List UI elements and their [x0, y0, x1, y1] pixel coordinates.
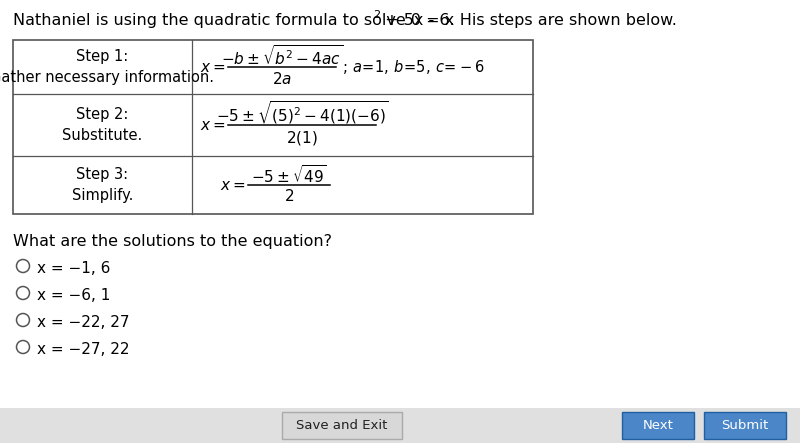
- Bar: [282, 412, 402, 439]
- Text: $2a$: $2a$: [272, 71, 292, 87]
- Text: $-5\pm\sqrt{(5)^2-4(1)(-6)}$: $-5\pm\sqrt{(5)^2-4(1)(-6)}$: [215, 100, 389, 127]
- Text: x = −1, 6: x = −1, 6: [37, 261, 110, 276]
- Text: x = −6, 1: x = −6, 1: [37, 288, 110, 303]
- Text: $x=$: $x=$: [200, 117, 226, 132]
- Text: Submit: Submit: [722, 419, 769, 432]
- Text: x = −27, 22: x = −27, 22: [37, 342, 130, 357]
- Text: Step 2:
Substitute.: Step 2: Substitute.: [62, 107, 142, 143]
- Text: Step 3:
Simplify.: Step 3: Simplify.: [72, 167, 133, 203]
- Bar: [622, 412, 694, 439]
- Text: $-b\pm\sqrt{b^2-4ac}$: $-b\pm\sqrt{b^2-4ac}$: [221, 44, 343, 68]
- Text: $;\, a\!=\!1,\, b\!=\!5,\, c\!=\!-6$: $;\, a\!=\!1,\, b\!=\!5,\, c\!=\!-6$: [342, 58, 485, 76]
- Text: 2: 2: [374, 10, 380, 20]
- Text: Next: Next: [642, 419, 674, 432]
- Text: x = −22, 27: x = −22, 27: [37, 315, 130, 330]
- Text: $2(1)$: $2(1)$: [286, 129, 318, 147]
- Bar: [704, 412, 786, 439]
- Text: Step 1:
Gather necessary information.: Step 1: Gather necessary information.: [0, 49, 214, 85]
- Text: + 5x - 6. His steps are shown below.: + 5x - 6. His steps are shown below.: [380, 13, 677, 28]
- Text: $x=$: $x=$: [200, 59, 226, 74]
- Bar: [13, 40, 533, 214]
- Bar: [0, 408, 800, 443]
- Text: $2$: $2$: [284, 188, 294, 204]
- Text: Nathaniel is using the quadratic formula to solve 0 = x: Nathaniel is using the quadratic formula…: [13, 13, 454, 28]
- Text: What are the solutions to the equation?: What are the solutions to the equation?: [13, 234, 332, 249]
- Text: $-5\pm\sqrt{49}$: $-5\pm\sqrt{49}$: [251, 164, 327, 186]
- Text: Save and Exit: Save and Exit: [296, 419, 388, 432]
- Text: $x=$: $x=$: [220, 178, 246, 193]
